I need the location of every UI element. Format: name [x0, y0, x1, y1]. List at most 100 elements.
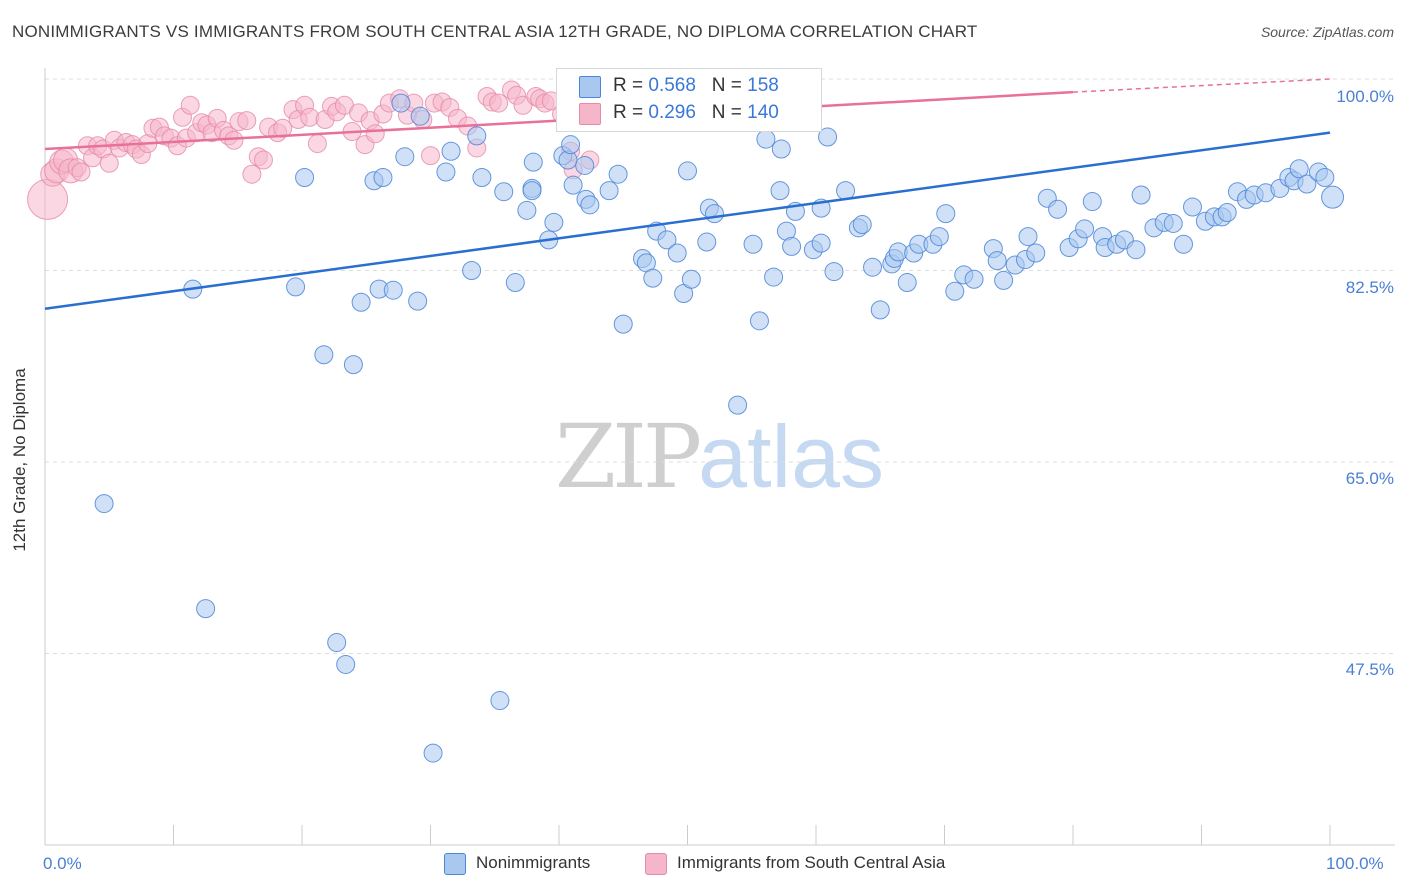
- n-value: 158: [747, 75, 779, 96]
- trendline-immigrants-extension: [1072, 78, 1331, 93]
- y-tick-label: 65.0%: [1345, 469, 1394, 488]
- r-value: 0.568: [648, 75, 696, 96]
- data-point-nonimmigrants: [410, 106, 430, 126]
- data-point-immigrants: [224, 130, 244, 150]
- data-point-nonimmigrants: [1026, 243, 1046, 263]
- data-point-nonimmigrants: [391, 93, 411, 113]
- data-point-immigrants: [242, 164, 262, 184]
- data-point-nonimmigrants: [467, 126, 487, 146]
- data-point-immigrants: [99, 153, 119, 173]
- data-point-nonimmigrants: [408, 291, 428, 311]
- data-point-nonimmigrants: [436, 162, 456, 182]
- data-point-nonimmigrants: [575, 155, 595, 175]
- data-point-nonimmigrants: [770, 181, 790, 201]
- x-tick-label: 0.0%: [43, 854, 82, 873]
- data-point-nonimmigrants: [1289, 159, 1309, 179]
- data-point-nonimmigrants: [327, 633, 347, 653]
- watermark-atlas: atlas: [698, 407, 885, 506]
- data-point-nonimmigrants: [964, 269, 984, 289]
- data-point-nonimmigrants: [523, 152, 543, 172]
- data-point-nonimmigrants: [811, 233, 831, 253]
- data-point-nonimmigrants: [863, 257, 883, 277]
- watermark: ZIPatlas: [555, 405, 884, 508]
- data-point-nonimmigrants: [657, 230, 677, 250]
- data-point-nonimmigrants: [681, 269, 701, 289]
- data-point-nonimmigrants: [1163, 213, 1183, 233]
- data-point-nonimmigrants: [1315, 167, 1335, 187]
- data-point-nonimmigrants: [314, 345, 334, 365]
- pink-swatch: [579, 103, 601, 125]
- data-point-nonimmigrants: [522, 181, 542, 201]
- data-point-nonimmigrants: [852, 215, 872, 235]
- data-point-nonimmigrants: [494, 182, 514, 202]
- n-value: 140: [747, 102, 779, 123]
- data-point-nonimmigrants: [1321, 185, 1345, 209]
- data-point-nonimmigrants: [643, 268, 663, 288]
- data-point-nonimmigrants: [490, 691, 510, 711]
- y-tick-label: 100.0%: [1336, 87, 1394, 106]
- data-point-nonimmigrants: [1048, 199, 1068, 219]
- data-point-nonimmigrants: [678, 161, 697, 181]
- blue-swatch: [579, 76, 601, 98]
- r-label: R =: [613, 75, 649, 96]
- pink-swatch: [645, 853, 667, 875]
- data-point-nonimmigrants: [462, 261, 482, 280]
- data-point-nonimmigrants: [870, 300, 890, 320]
- data-point-nonimmigrants: [351, 292, 371, 312]
- y-tick-label: 82.5%: [1345, 278, 1394, 297]
- data-point-nonimmigrants: [286, 277, 306, 297]
- n-label: N =: [711, 102, 748, 123]
- data-point-nonimmigrants: [771, 139, 791, 159]
- data-point-nonimmigrants: [704, 204, 724, 224]
- data-point-nonimmigrants: [336, 654, 356, 674]
- data-point-immigrants: [421, 146, 440, 166]
- data-point-nonimmigrants: [544, 212, 564, 232]
- data-point-nonimmigrants: [1174, 234, 1194, 254]
- watermark-zip: ZIP: [555, 405, 702, 508]
- source-label: Source: ZipAtlas.com: [1260, 24, 1394, 40]
- data-point-nonimmigrants: [580, 195, 600, 215]
- data-point-nonimmigrants: [782, 236, 802, 256]
- data-point-nonimmigrants: [1126, 240, 1146, 260]
- data-point-nonimmigrants: [94, 494, 114, 514]
- chart-title: NONIMMIGRANTS VS IMMIGRANTS FROM SOUTH C…: [12, 22, 978, 41]
- y-tick-label: 47.5%: [1345, 660, 1394, 679]
- trendline-nonimmigrants: [44, 131, 1331, 311]
- data-point-nonimmigrants: [994, 270, 1014, 290]
- data-point-nonimmigrants: [728, 395, 748, 415]
- data-point-immigrants: [273, 118, 293, 138]
- data-point-immigrants: [180, 95, 200, 115]
- data-point-nonimmigrants: [764, 267, 784, 287]
- data-point-nonimmigrants: [987, 251, 1007, 271]
- data-point-nonimmigrants: [517, 200, 537, 220]
- data-point-nonimmigrants: [196, 599, 216, 619]
- data-point-nonimmigrants: [1217, 203, 1237, 223]
- data-point-immigrants: [307, 134, 327, 154]
- data-point-nonimmigrants: [561, 135, 581, 155]
- data-point-nonimmigrants: [423, 743, 443, 763]
- data-point-nonimmigrants: [667, 243, 687, 263]
- data-point-nonimmigrants: [395, 147, 415, 167]
- data-point-nonimmigrants: [295, 167, 315, 187]
- blue-swatch: [444, 853, 466, 875]
- data-point-nonimmigrants: [343, 355, 363, 375]
- data-point-nonimmigrants: [563, 175, 583, 195]
- data-point-nonimmigrants: [743, 234, 763, 254]
- n-label: N =: [711, 75, 748, 96]
- data-point-nonimmigrants: [756, 129, 776, 149]
- data-point-nonimmigrants: [929, 227, 949, 247]
- data-point-nonimmigrants: [608, 164, 628, 184]
- data-point-immigrants: [489, 93, 509, 113]
- data-point-nonimmigrants: [1018, 227, 1038, 247]
- data-point-nonimmigrants: [383, 280, 403, 300]
- data-point-nonimmigrants: [749, 311, 769, 331]
- data-point-nonimmigrants: [441, 141, 461, 161]
- data-point-nonimmigrants: [1075, 219, 1095, 239]
- data-point-nonimmigrants: [373, 167, 393, 187]
- data-point-nonimmigrants: [1131, 185, 1151, 205]
- data-point-nonimmigrants: [936, 204, 956, 224]
- data-point-nonimmigrants: [613, 314, 633, 334]
- data-point-nonimmigrants: [1297, 174, 1317, 194]
- data-point-nonimmigrants: [1082, 192, 1102, 212]
- data-point-nonimmigrants: [1183, 197, 1203, 217]
